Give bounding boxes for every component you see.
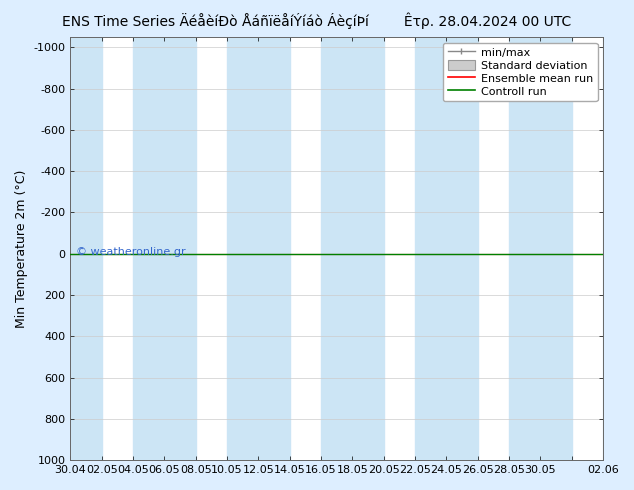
Legend: min/max, Standard deviation, Ensemble mean run, Controll run: min/max, Standard deviation, Ensemble me… bbox=[443, 43, 598, 101]
Bar bbox=[227, 37, 259, 460]
Y-axis label: Min Temperature 2m (°C): Min Temperature 2m (°C) bbox=[15, 170, 28, 328]
Bar bbox=[70, 37, 101, 460]
Bar bbox=[133, 37, 164, 460]
Bar bbox=[446, 37, 478, 460]
Text: ENS Time Series ÄéåèíÐò ÅáñïëåíÝíáò ÁèçíÞí        Êτρ. 28.04.2024 00 UTC: ENS Time Series ÄéåèíÐò ÅáñïëåíÝíáò Áèçí… bbox=[62, 12, 572, 29]
Text: © weatheronline.gr: © weatheronline.gr bbox=[75, 247, 185, 257]
Bar bbox=[321, 37, 353, 460]
Bar bbox=[415, 37, 446, 460]
Bar bbox=[164, 37, 196, 460]
Bar bbox=[509, 37, 540, 460]
Bar bbox=[603, 37, 634, 460]
Bar bbox=[259, 37, 290, 460]
Bar bbox=[353, 37, 384, 460]
Bar bbox=[540, 37, 572, 460]
